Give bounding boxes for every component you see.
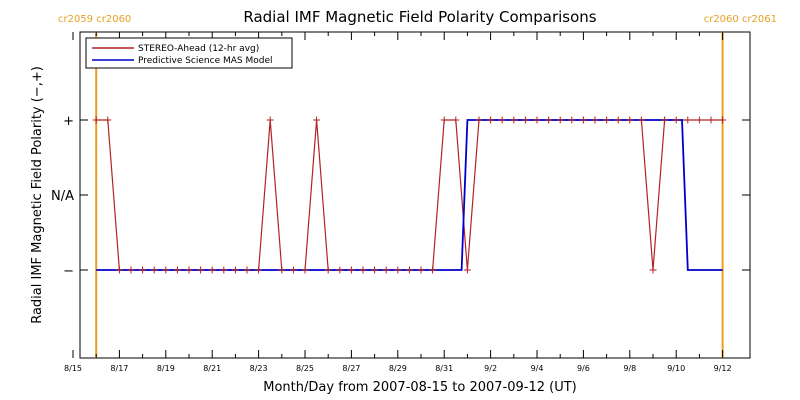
data-point-marker	[591, 116, 599, 124]
data-point-marker	[579, 116, 587, 124]
x-tick-label: 8/23	[250, 364, 268, 373]
data-point-marker	[313, 116, 321, 124]
data-point-marker	[429, 266, 437, 274]
data-point-marker	[255, 266, 263, 274]
legend-box	[85, 37, 293, 69]
data-point-marker	[614, 116, 622, 124]
data-point-marker	[440, 116, 448, 124]
y-axis-label: Radial IMF Magnetic Field Polarity (−,+)	[30, 66, 45, 324]
x-tick-label: 9/10	[667, 364, 685, 373]
data-point-marker	[139, 266, 147, 274]
data-point-marker	[115, 266, 123, 274]
data-point-marker	[452, 116, 460, 124]
data-point-marker	[707, 116, 715, 124]
data-point-marker	[173, 266, 181, 274]
data-point-marker	[545, 116, 553, 124]
data-point-marker	[463, 266, 471, 274]
data-point-marker	[487, 116, 495, 124]
data-point-marker	[92, 116, 100, 124]
data-point-marker	[127, 266, 135, 274]
data-point-marker	[405, 266, 413, 274]
data-point-marker	[649, 266, 657, 274]
x-tick-label: 8/29	[389, 364, 407, 373]
y-axis-ticks: + N/A −	[51, 114, 750, 279]
data-point-marker	[661, 116, 669, 124]
data-point-marker	[556, 116, 564, 124]
x-tick-label: 8/31	[435, 364, 453, 373]
data-point-marker	[371, 266, 379, 274]
legend-label-mas: Predictive Science MAS Model	[138, 56, 273, 66]
data-point-marker	[336, 266, 344, 274]
x-tick-label: 9/6	[577, 364, 590, 373]
y-tick-label: +	[63, 114, 74, 129]
data-point-marker	[150, 266, 158, 274]
data-point-marker	[719, 116, 727, 124]
x-tick-label: 8/15	[64, 364, 82, 373]
data-point-marker	[359, 266, 367, 274]
data-point-marker	[243, 266, 251, 274]
y-tick-label: −	[63, 264, 74, 279]
data-point-marker	[208, 266, 216, 274]
data-point-marker	[301, 266, 309, 274]
data-point-marker	[672, 116, 680, 124]
data-point-marker	[417, 266, 425, 274]
x-tick-label: 8/21	[203, 364, 221, 373]
x-axis-label: Month/Day from 2007-08-15 to 2007-09-12 …	[263, 380, 576, 395]
data-point-marker	[510, 116, 518, 124]
data-point-marker	[637, 116, 645, 124]
legend: STEREO-Ahead (12-hr avg) Predictive Scie…	[85, 37, 293, 69]
legend-label-stereo: STEREO-Ahead (12-hr avg)	[138, 44, 259, 54]
carrington-label: cr2059 cr2060	[58, 14, 131, 25]
x-tick-label: 8/27	[342, 364, 360, 373]
data-point-marker	[498, 116, 506, 124]
carrington-label: cr2060 cr2061	[704, 14, 777, 25]
data-point-marker	[475, 116, 483, 124]
data-point-marker	[394, 266, 402, 274]
x-tick-label: 9/4	[531, 364, 544, 373]
data-point-marker	[220, 266, 228, 274]
x-tick-label: 9/12	[714, 364, 732, 373]
data-point-marker	[347, 266, 355, 274]
x-tick-label: 8/25	[296, 364, 314, 373]
data-point-marker	[231, 266, 239, 274]
carrington-markers: cr2059 cr2060 cr2060 cr2061	[58, 14, 777, 358]
data-point-marker	[603, 116, 611, 124]
data-point-marker	[382, 266, 390, 274]
chart-title: Radial IMF Magnetic Field Polarity Compa…	[243, 8, 596, 26]
y-tick-label: N/A	[51, 189, 74, 204]
series-markers	[92, 116, 727, 274]
data-point-marker	[626, 116, 634, 124]
data-point-marker	[162, 266, 170, 274]
data-point-marker	[266, 116, 274, 124]
data-point-marker	[521, 116, 529, 124]
x-tick-label: 9/2	[484, 364, 497, 373]
series-line-mas	[96, 119, 723, 271]
data-point-marker	[533, 116, 541, 124]
x-tick-label: 8/19	[157, 364, 175, 373]
data-point-marker	[185, 266, 193, 274]
plot-frame	[79, 31, 751, 359]
data-point-marker	[197, 266, 205, 274]
series-line-stereo	[96, 119, 723, 271]
data-point-marker	[278, 266, 286, 274]
data-point-marker	[289, 266, 297, 274]
data-point-marker	[684, 116, 692, 124]
x-tick-label: 8/17	[110, 364, 128, 373]
x-axis-ticks: 8/15 8/17 8/19 8/21 8/23 8/25 8/27 8/29 8/31 9/2 9…	[64, 32, 732, 373]
data-point-marker	[324, 266, 332, 274]
x-tick-label: 9/8	[623, 364, 636, 373]
series-lines	[96, 119, 723, 271]
data-point-marker	[695, 116, 703, 124]
data-point-marker	[568, 116, 576, 124]
data-point-marker	[104, 116, 112, 124]
